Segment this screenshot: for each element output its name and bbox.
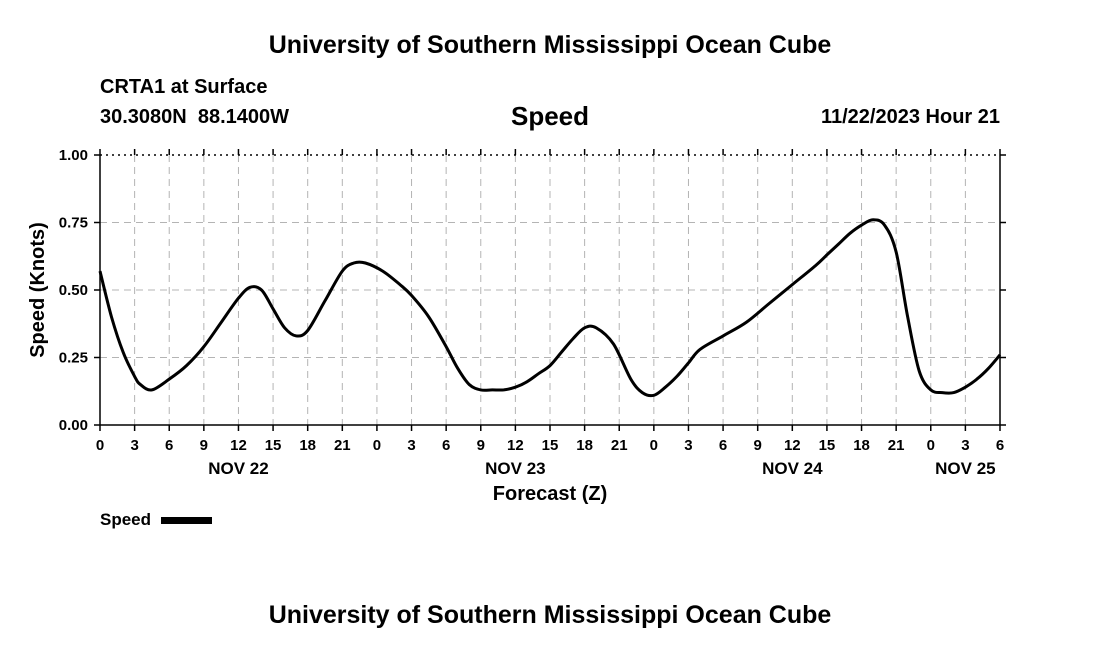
x-tick-label: 6 xyxy=(719,437,727,454)
day-label: NOV 25 xyxy=(935,459,995,478)
legend: Speed xyxy=(100,510,212,529)
x-tick-label: 15 xyxy=(819,437,836,454)
footer-title: University of Southern Mississippi Ocean… xyxy=(268,601,832,629)
x-tick-label: 18 xyxy=(299,437,316,454)
y-axis-title: Speed (Knots) xyxy=(27,222,49,358)
x-tick-label: 9 xyxy=(200,437,208,454)
x-tick-label: 3 xyxy=(684,437,692,454)
chart-labels: 0 3 6 9 12 15 18 21 0 3 6 9 12 15 18 21 0 3 6 9 12 15 18 21 0 3 6 0… xyxy=(59,147,1004,478)
x-tick-label: 3 xyxy=(407,437,415,454)
x-tick-label: 3 xyxy=(961,437,969,454)
chart-title: University of Southern Mississippi Ocean… xyxy=(268,31,832,59)
x-tick-label: 21 xyxy=(611,437,628,454)
x-tick-label: 9 xyxy=(754,437,762,454)
x-tick-label: 6 xyxy=(165,437,173,454)
x-tick-label: 12 xyxy=(507,437,524,454)
y-tick-label: 1.00 xyxy=(59,147,88,164)
x-tick-label: 3 xyxy=(130,437,138,454)
issue-datetime: 11/22/2023 Hour 21 xyxy=(820,106,1000,128)
chart-data-layer xyxy=(98,218,1002,398)
x-axis-title: Forecast (Z) xyxy=(493,483,607,505)
x-tick-label: 0 xyxy=(96,437,104,454)
x-tick-label: 0 xyxy=(650,437,658,454)
x-tick-label: 12 xyxy=(784,437,801,454)
x-tick-label: 18 xyxy=(853,437,870,454)
station-coordinates: 30.3080N 88.1400W xyxy=(100,106,290,128)
x-tick-label: 21 xyxy=(888,437,905,454)
day-label: NOV 24 xyxy=(762,459,823,478)
x-tick-label: 18 xyxy=(576,437,593,454)
x-tick-label: 15 xyxy=(542,437,559,454)
day-label: NOV 23 xyxy=(485,459,545,478)
chart-axes xyxy=(94,149,1006,431)
x-tick-label: 12 xyxy=(230,437,247,454)
station-label: CRTA1 at Surface xyxy=(100,76,268,98)
x-tick-label: 0 xyxy=(927,437,935,454)
variable-title: Speed xyxy=(510,101,590,131)
chart-grid xyxy=(100,155,1000,425)
y-tick-label: 0.50 xyxy=(59,282,88,299)
x-tick-label: 21 xyxy=(334,437,351,454)
y-tick-label: 0.25 xyxy=(59,350,88,367)
x-tick-label: 9 xyxy=(477,437,485,454)
x-tick-label: 6 xyxy=(996,437,1004,454)
x-tick-label: 0 xyxy=(373,437,381,454)
legend-label: Speed xyxy=(100,510,151,529)
y-tick-label: 0.00 xyxy=(59,417,88,434)
day-label: NOV 22 xyxy=(208,459,268,478)
y-tick-label: 0.75 xyxy=(59,215,88,232)
x-tick-label: 6 xyxy=(442,437,450,454)
x-tick-label: 15 xyxy=(265,437,282,454)
legend-swatch xyxy=(161,517,212,524)
speed-series-line xyxy=(98,218,1002,398)
